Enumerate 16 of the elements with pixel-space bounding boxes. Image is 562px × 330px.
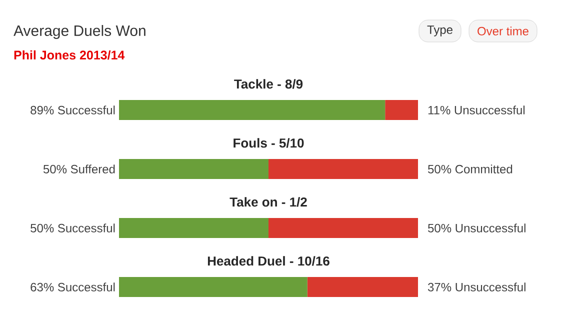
text: Type	[427, 26, 452, 36]
y-tick-label: Fouls - 5/10	[234, 138, 304, 148]
data-label: 11% Unsuccessful	[428, 106, 525, 114]
text: Over time	[478, 26, 528, 36]
data-label: 63% Successful	[30, 282, 115, 292]
y-tick-label: Headed Duel - 10/16	[208, 256, 330, 266]
chart-title: Average Duels Won	[14, 25, 146, 39]
y-tick-label: Tackle - 8/9	[234, 79, 303, 89]
data-label: 50% Committed	[428, 164, 512, 174]
data-label: 89% Successful	[30, 106, 115, 114]
data-label: 50% Successful	[30, 224, 115, 232]
data-label: 50% Suffered	[43, 164, 115, 174]
data-label: 50% Unsuccessful	[428, 224, 526, 232]
y-tick-label: Take on - 1/2	[230, 197, 307, 207]
data-label: 37% Unsuccessful	[428, 282, 526, 292]
chart-subtitle: Phil Jones 2013/14	[14, 50, 125, 60]
